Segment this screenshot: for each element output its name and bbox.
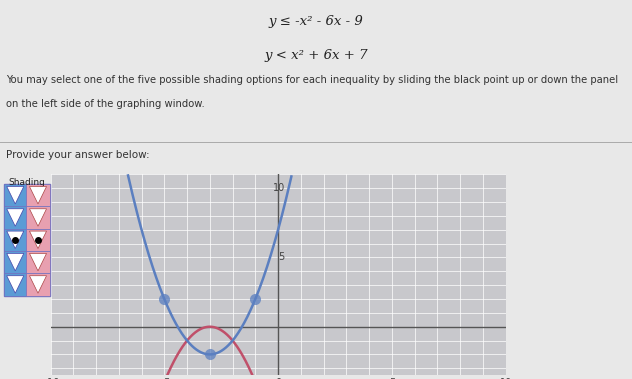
Polygon shape	[7, 209, 24, 226]
Text: y ≤ -x² - 6x - 9: y ≤ -x² - 6x - 9	[269, 15, 363, 28]
Polygon shape	[30, 209, 47, 226]
Polygon shape	[7, 254, 24, 271]
Polygon shape	[7, 186, 24, 204]
Bar	[27, 273, 50, 296]
Polygon shape	[30, 276, 47, 293]
Bar	[4, 229, 27, 251]
Bar	[4, 206, 27, 229]
Polygon shape	[30, 231, 47, 249]
Polygon shape	[30, 254, 47, 271]
Text: on the left side of the graphing window.: on the left side of the graphing window.	[6, 99, 205, 109]
Bar	[27, 229, 50, 251]
Bar	[27, 251, 50, 273]
Text: You may select one of the five possible shading options for each inequality by s: You may select one of the five possible …	[6, 75, 619, 85]
Bar	[27, 206, 50, 229]
Bar	[4, 184, 27, 206]
Text: Provide your answer below:: Provide your answer below:	[6, 150, 150, 160]
Polygon shape	[30, 186, 47, 204]
Bar	[4, 273, 27, 296]
Text: Shading: Shading	[8, 178, 46, 187]
Text: y < x² + 6x + 7: y < x² + 6x + 7	[264, 49, 368, 62]
Polygon shape	[7, 276, 24, 293]
Text: 10: 10	[272, 183, 285, 193]
Bar	[27, 184, 50, 206]
Text: 5: 5	[279, 252, 285, 263]
Polygon shape	[7, 231, 24, 249]
Bar	[4, 251, 27, 273]
